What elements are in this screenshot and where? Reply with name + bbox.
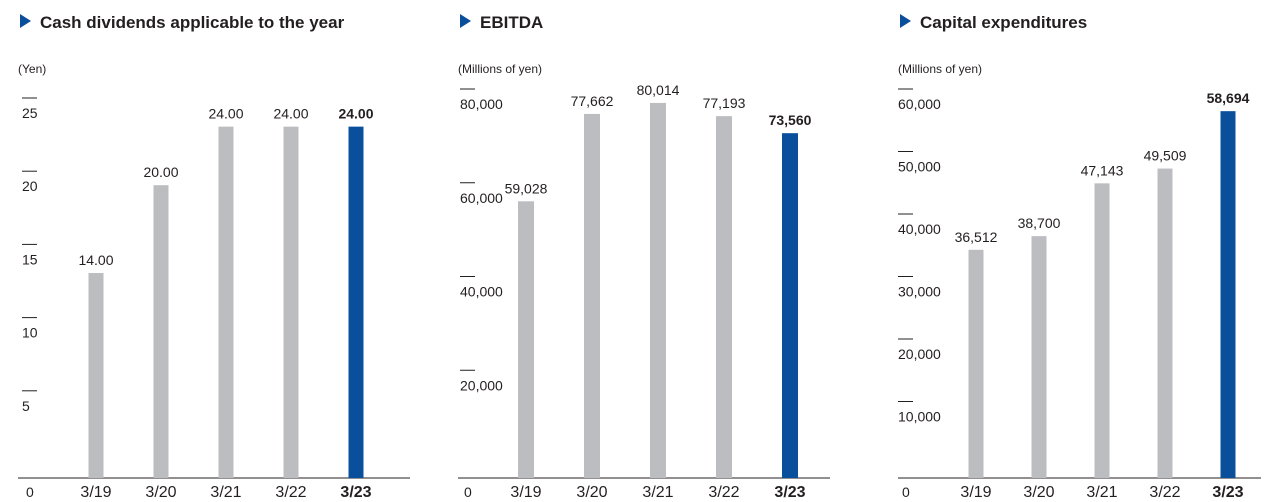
- y-tick-label: 80,000: [460, 96, 503, 112]
- value-label: 80,014: [637, 82, 680, 98]
- x-tick-label: 3/21: [210, 484, 241, 501]
- value-label: 58,694: [1207, 90, 1250, 106]
- y-tick-label: 20,000: [898, 346, 941, 362]
- y-tick-label: 20: [22, 178, 38, 194]
- y-zero-label: 0: [464, 484, 472, 500]
- bar-3-21: [218, 126, 234, 478]
- value-label: 49,509: [1144, 148, 1187, 164]
- x-tick-label: 3/21: [1086, 484, 1117, 501]
- bar-3-20: [1031, 236, 1047, 478]
- x-tick-label: 3/20: [145, 484, 176, 501]
- y-tick-label: 40,000: [460, 284, 503, 300]
- value-label: 36,512: [955, 229, 998, 245]
- value-label: 73,560: [769, 112, 812, 128]
- bar-3-19: [968, 249, 984, 478]
- x-tick-label: 3/20: [576, 484, 607, 501]
- unit-label: (Millions of yen): [458, 62, 542, 76]
- y-zero-label: 0: [26, 484, 34, 500]
- title-marker-icon: [20, 14, 31, 28]
- x-tick-label: 3/19: [80, 484, 111, 501]
- value-label: 24.00: [273, 106, 308, 122]
- chart-panel-dividends: Cash dividends applicable to the year (Ye…: [0, 0, 420, 502]
- y-tick-label: 30,000: [898, 284, 941, 300]
- value-label: 14.00: [78, 252, 113, 268]
- chart-title: Capital expenditures: [920, 13, 1087, 32]
- x-tick-label: 3/23: [340, 484, 371, 501]
- value-label: 24.00: [338, 106, 373, 122]
- value-label: 47,143: [1081, 162, 1124, 178]
- bar-3-23: [348, 126, 364, 478]
- y-tick-label: 60,000: [898, 96, 941, 112]
- value-label: 24.00: [208, 106, 243, 122]
- unit-label: (Millions of yen): [898, 62, 982, 76]
- value-label: 20.00: [143, 164, 178, 180]
- y-tick-label: 5: [22, 398, 30, 414]
- x-tick-label: 3/22: [275, 484, 306, 501]
- y-zero-label: 0: [902, 484, 910, 500]
- title-marker-icon: [460, 14, 471, 28]
- value-label: 59,028: [505, 180, 548, 196]
- x-tick-label: 3/21: [642, 484, 673, 501]
- bar-3-22: [1157, 168, 1173, 478]
- y-tick-label: 10,000: [898, 409, 941, 425]
- y-tick-label: 50,000: [898, 159, 941, 175]
- unit-label: (Yen): [18, 62, 46, 76]
- bar-3-21: [1094, 183, 1110, 478]
- chart-svg: EBITDA (Millions of yen) 20,000 40,000 60,00…: [458, 13, 830, 501]
- chart-title: EBITDA: [480, 13, 543, 32]
- bar-3-22: [283, 126, 299, 478]
- y-tick-label: 25: [22, 105, 38, 121]
- y-tick-label: 40,000: [898, 221, 941, 237]
- bar-3-19: [518, 201, 534, 478]
- y-tick-label: 60,000: [460, 190, 503, 206]
- x-tick-label: 3/22: [1149, 484, 1180, 501]
- chart-svg: Cash dividends applicable to the year (Ye…: [18, 13, 410, 501]
- x-tick-label: 3/23: [1212, 484, 1243, 501]
- chart-panel-capex: Capital expenditures (Millions of yen) 10,…: [880, 0, 1271, 502]
- y-tick-label: 10: [22, 325, 38, 341]
- x-tick-label: 3/19: [960, 484, 991, 501]
- bar-3-20: [153, 185, 169, 478]
- bar-3-21: [650, 102, 666, 478]
- bar-3-23: [782, 133, 798, 478]
- bar-3-20: [584, 113, 600, 478]
- chart-title: Cash dividends applicable to the year: [40, 13, 345, 32]
- chart-svg: Capital expenditures (Millions of yen) 10,…: [898, 13, 1261, 501]
- value-label: 38,700: [1018, 215, 1061, 231]
- chart-panel-ebitda: EBITDA (Millions of yen) 20,000 40,000 60,00…: [440, 0, 840, 502]
- bar-3-22: [716, 116, 732, 479]
- y-tick-label: 15: [22, 251, 38, 267]
- value-label: 77,193: [703, 95, 746, 111]
- x-tick-label: 3/22: [708, 484, 739, 501]
- x-tick-label: 3/20: [1023, 484, 1054, 501]
- x-tick-label: 3/23: [774, 484, 805, 501]
- bar-3-23: [1220, 111, 1236, 478]
- value-label: 77,662: [571, 93, 614, 109]
- x-tick-label: 3/19: [510, 484, 541, 501]
- bar-3-19: [88, 273, 104, 478]
- y-tick-label: 20,000: [460, 377, 503, 393]
- title-marker-icon: [900, 14, 911, 28]
